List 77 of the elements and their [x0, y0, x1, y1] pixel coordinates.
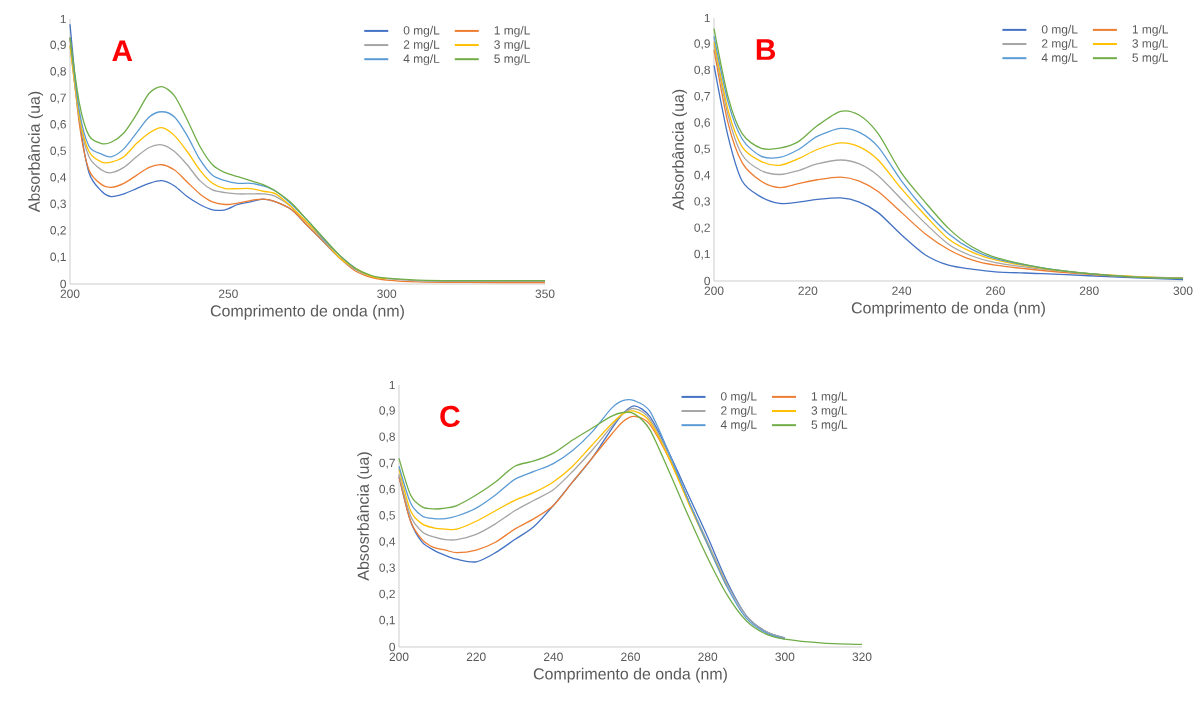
- x-axis-title: Comprimento de onda (nm): [210, 304, 404, 320]
- legend-label: 1 mg/L: [494, 25, 530, 37]
- y-tick-label: 0: [389, 642, 396, 652]
- x-tick-label: 200: [389, 652, 409, 661]
- y-tick-label: 0,1: [694, 249, 710, 260]
- x-tick-label: 220: [466, 652, 486, 661]
- y-tick-label: 0,5: [694, 144, 710, 155]
- legend-label: 1 mg/L: [811, 391, 848, 403]
- y-tick-label: 0,1: [50, 252, 66, 263]
- y-tick-label: 0,3: [50, 199, 66, 210]
- y-tick-label: 0,5: [379, 511, 395, 521]
- text: C: [440, 405, 460, 428]
- y-tick-label: 0,9: [50, 40, 66, 51]
- x-tick-label: 220: [798, 286, 818, 295]
- legend-label: 3 mg/L: [1132, 38, 1169, 51]
- y-axis-title: Absorbância (ua): [28, 91, 44, 213]
- legend-label: 0 mg/L: [1041, 24, 1078, 36]
- x-tick-label: 300: [775, 652, 795, 661]
- legend-label: 4 mg/L: [403, 54, 440, 66]
- y-tick-label: 0,5: [50, 146, 66, 157]
- x-tick-label: 320: [852, 652, 872, 661]
- legend-label: 0 mg/L: [720, 391, 757, 403]
- y-tick-label: 0,7: [50, 93, 66, 104]
- y-tick-label: 0,3: [379, 563, 395, 574]
- y-tick-label: 0: [60, 279, 67, 289]
- x-tick-label: 280: [698, 652, 718, 661]
- x-axis-title: Comprimento de onda (nm): [533, 667, 727, 683]
- y-tick-label: 0,9: [379, 406, 395, 417]
- legend-label: 3 mg/L: [494, 39, 530, 52]
- y-tick-label: 0,4: [379, 537, 396, 548]
- legend-label: 2 mg/L: [1041, 38, 1078, 51]
- legend-label: 4 mg/L: [720, 420, 757, 432]
- y-axis-title: Absorbância (ua): [672, 89, 688, 211]
- legend-label: 0 mg/L: [403, 25, 440, 37]
- y-tick-label: 0,6: [50, 120, 66, 130]
- legend-label: 5 mg/L: [811, 420, 848, 432]
- y-tick-label: 1: [60, 14, 66, 24]
- legend-label: 3 mg/L: [811, 405, 848, 418]
- y-axis-title: Absosrbância (ua): [357, 452, 373, 581]
- legend-label: 5 mg/L: [1132, 53, 1169, 65]
- legend-label: 4 mg/L: [1041, 53, 1078, 65]
- x-axis-title: Comprimento de onda (nm): [851, 301, 1045, 317]
- y-tick-label: 0,6: [694, 118, 710, 129]
- y-tick-label: 0,8: [379, 432, 395, 443]
- x-tick-label: 350: [535, 289, 555, 298]
- y-tick-label: 0,2: [50, 226, 66, 236]
- y-tick-label: 1: [389, 380, 395, 390]
- y-tick-label: 0,3: [694, 197, 710, 208]
- y-tick-label: 0,7: [379, 458, 395, 469]
- y-tick-label: 0: [704, 276, 711, 286]
- legend-label: 1 mg/L: [1132, 24, 1169, 36]
- x-tick-label: 240: [892, 286, 912, 295]
- y-tick-label: 1: [704, 13, 710, 23]
- x-tick-label: 300: [1173, 286, 1193, 295]
- x-tick-label: 260: [986, 286, 1005, 295]
- legend-label: 2 mg/L: [721, 405, 757, 418]
- x-tick-label: 260: [621, 652, 641, 661]
- legend-label: 2 mg/L: [403, 39, 440, 52]
- text: A: [112, 40, 133, 62]
- y-tick-label: 0,4: [694, 170, 711, 181]
- y-tick-label: 0,6: [379, 484, 395, 495]
- y-tick-label: 0,7: [694, 91, 710, 102]
- y-tick-label: 0,2: [694, 223, 710, 234]
- y-tick-label: 0,9: [694, 39, 710, 50]
- x-tick-label: 200: [704, 286, 724, 295]
- legend-label: 5 mg/L: [494, 54, 530, 66]
- x-tick-label: 200: [60, 289, 80, 298]
- text: B: [756, 39, 776, 60]
- x-tick-label: 250: [218, 289, 238, 298]
- y-tick-label: 0,4: [50, 173, 67, 183]
- y-tick-label: 0,1: [379, 615, 395, 626]
- y-tick-label: 0,8: [694, 65, 710, 76]
- y-tick-label: 0,8: [50, 67, 66, 77]
- x-tick-label: 240: [543, 652, 563, 661]
- y-tick-label: 0,2: [379, 589, 395, 600]
- x-tick-label: 300: [377, 289, 397, 298]
- x-tick-label: 280: [1079, 286, 1099, 295]
